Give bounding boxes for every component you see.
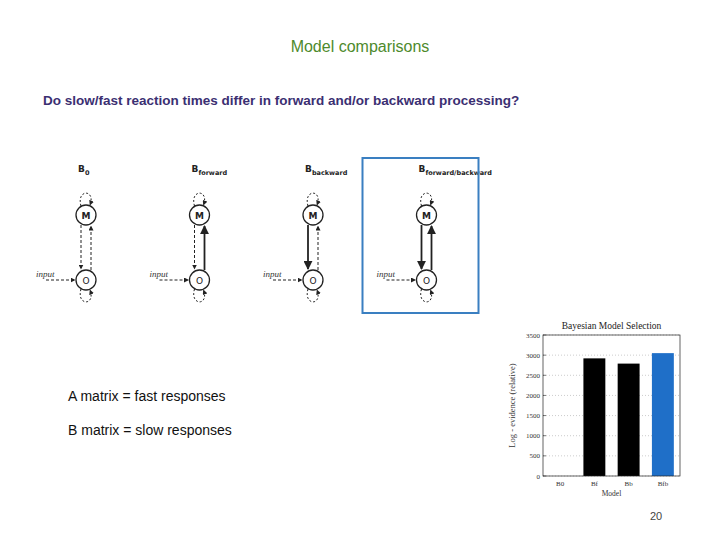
category-label: Bfb: [658, 480, 669, 488]
self-connection: [80, 289, 91, 302]
self-connection: [194, 289, 205, 302]
bars: [583, 353, 673, 476]
backward-connection: [81, 225, 82, 269]
self-connection: [421, 289, 432, 302]
note: A matrix = fast responses: [68, 388, 226, 404]
forward-connection: [91, 226, 92, 270]
slide-subtitle: Do slow/fast reaction times differ in fo…: [43, 93, 519, 108]
tick-label: 1500: [526, 412, 541, 420]
input-label: input: [377, 269, 396, 279]
plot-area: [543, 335, 680, 476]
input-arrow: [387, 280, 416, 281]
tick-label: 0: [537, 473, 541, 481]
tick-label: 3000: [526, 352, 541, 360]
bar: [583, 358, 605, 476]
node: [76, 270, 96, 290]
self-connection: [421, 193, 432, 206]
model-label: Bforward/backward: [419, 164, 493, 177]
model-label: B0: [78, 164, 90, 177]
model-diagram: Bforward/backward M Oinput: [363, 158, 493, 313]
slide: Model comparisons Do slow/fast reaction t…: [0, 0, 720, 540]
tick-label: 2000: [526, 392, 541, 400]
input-label: input: [263, 269, 282, 279]
bar: [652, 353, 674, 476]
node-label: O: [423, 276, 430, 286]
selected-frame: [363, 158, 479, 313]
tick-label: 2500: [526, 372, 541, 380]
forward-connection: [431, 226, 433, 270]
node-label: O: [196, 276, 203, 286]
node: [303, 205, 323, 225]
tick-mark: [543, 375, 546, 376]
node: [417, 205, 437, 225]
node-label: O: [309, 276, 316, 286]
node-label: M: [422, 211, 431, 221]
node: [303, 270, 323, 290]
node: [190, 270, 210, 290]
slide-title: Model comparisons: [291, 38, 430, 55]
note: B matrix = slow responses: [68, 422, 232, 438]
input-arrow: [160, 280, 189, 281]
self-connection: [307, 289, 318, 302]
tick-label: 3500: [526, 332, 541, 340]
model-label: Bforward: [192, 164, 228, 177]
input-arrow: [46, 280, 75, 281]
node-label: M: [82, 211, 91, 221]
chart: Bayesian Model Selection 0 500 1000 1500 2000…: [507, 321, 680, 498]
self-connection: [80, 193, 91, 206]
plot-frame: [543, 335, 680, 476]
node-label: M: [309, 211, 318, 221]
tick-mark: [543, 415, 546, 416]
model-subscript: backward: [312, 169, 348, 177]
backward-connection: [421, 225, 423, 269]
category-label: Bf: [591, 480, 599, 488]
bar: [618, 364, 640, 476]
tick-mark: [543, 395, 546, 396]
tick-label: 500: [530, 452, 541, 460]
model-diagram: Bbackward M Oinput: [263, 164, 348, 302]
x-axis-label: Model: [602, 489, 622, 498]
input-label: input: [150, 269, 169, 279]
node: [76, 205, 96, 225]
node-label: M: [195, 211, 204, 221]
backward-connection: [307, 225, 309, 269]
node-label: O: [82, 276, 89, 286]
input-arrow: [273, 280, 302, 281]
chart-title: Bayesian Model Selection: [562, 321, 662, 331]
page-number: 20: [650, 510, 662, 522]
model-diagram: B0 M Oinput: [36, 164, 96, 302]
category-label: B0: [556, 480, 565, 488]
self-connection: [307, 193, 318, 206]
background: [0, 0, 720, 540]
node: [190, 205, 210, 225]
tick-mark: [543, 435, 546, 436]
model-subscript: 0: [85, 169, 90, 177]
self-connection: [194, 193, 205, 206]
model-subscript: forward/backward: [425, 169, 492, 177]
category-label: Bb: [625, 480, 634, 488]
backward-connection: [194, 225, 195, 269]
tick-mark: [543, 355, 546, 356]
model-subscript: forward: [198, 169, 227, 177]
model-label: Bbackward: [305, 164, 348, 177]
forward-connection: [318, 226, 319, 270]
y-axis-label: Log - evidence (relative): [507, 363, 517, 447]
input-label: input: [36, 269, 55, 279]
tick-label: 1000: [526, 432, 541, 440]
forward-connection: [204, 226, 206, 270]
tick-mark: [543, 455, 546, 456]
node: [417, 270, 437, 290]
model-diagram: Bforward M Oinput: [150, 164, 228, 302]
